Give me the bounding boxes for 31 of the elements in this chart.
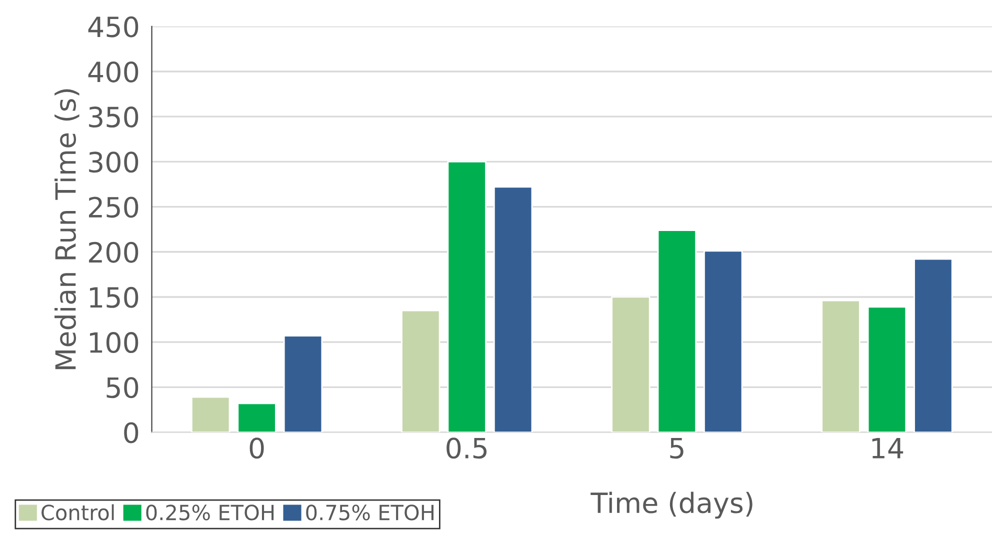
y-tick-label: 200 bbox=[88, 242, 138, 263]
y-tick-label: 250 bbox=[88, 196, 138, 218]
bar bbox=[447, 161, 486, 432]
bar bbox=[283, 335, 323, 432]
x-tick-label: 5 bbox=[670, 438, 684, 459]
x-tick-label: 14 bbox=[872, 438, 904, 458]
y-tick-label: 450 bbox=[88, 16, 138, 38]
bar bbox=[821, 300, 860, 432]
y-tick-label: 50 bbox=[106, 377, 138, 398]
y-tick-label: 350 bbox=[89, 106, 138, 128]
y-tick-label: 0 bbox=[124, 422, 138, 444]
bar bbox=[914, 258, 953, 432]
legend-label: 0.25% ETOH bbox=[146, 504, 274, 520]
y-axis-title: Median Run Time (s) bbox=[54, 89, 80, 370]
bar bbox=[401, 310, 440, 432]
legend-label: Control bbox=[42, 504, 114, 520]
x-tick-label: 0 bbox=[250, 438, 264, 459]
bar bbox=[867, 306, 907, 432]
bar bbox=[237, 402, 276, 432]
y-tick-label: 300 bbox=[89, 152, 138, 173]
x-axis-title: Time (days) bbox=[590, 492, 752, 519]
bar bbox=[190, 396, 230, 432]
bar bbox=[611, 296, 650, 432]
x-tick-label: 0.5 bbox=[446, 438, 487, 459]
y-tick-label: 400 bbox=[88, 61, 138, 82]
y-tick-label: 100 bbox=[90, 332, 138, 354]
bar bbox=[704, 250, 743, 432]
bar bbox=[493, 186, 533, 432]
y-tick-label: 150 bbox=[90, 286, 138, 308]
legend-label: 0.75% ETOH bbox=[306, 504, 434, 520]
bar bbox=[657, 230, 697, 432]
